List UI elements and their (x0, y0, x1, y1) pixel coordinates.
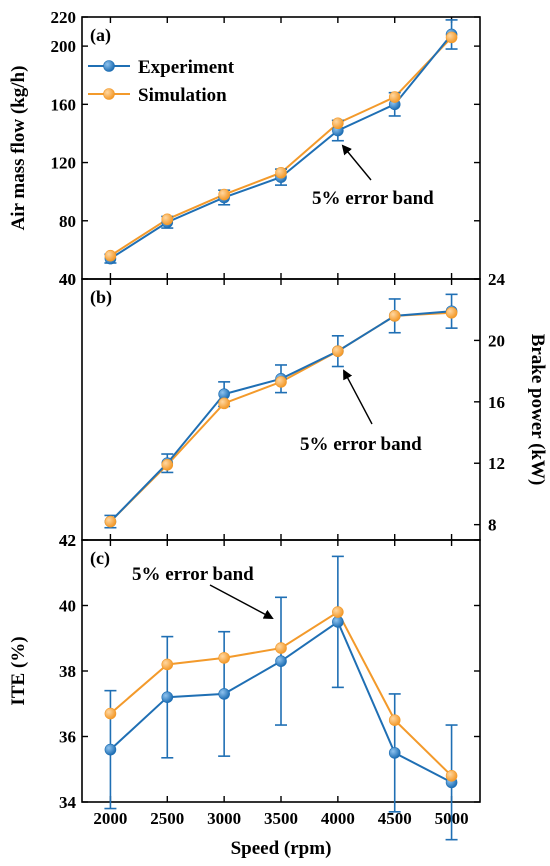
x-tick-label: 2500 (150, 809, 184, 828)
y-tick-label: 36 (59, 728, 76, 747)
simulation-point (388, 310, 401, 322)
y-tick-label: 8 (488, 516, 497, 535)
simulation-point (445, 306, 458, 319)
simulation-point (275, 166, 287, 179)
panel-label: (b) (90, 287, 112, 308)
y-tick-label: 80 (59, 212, 76, 231)
simulation-point (104, 707, 117, 720)
x-tick-label: 4000 (321, 809, 355, 828)
y-tick-label: 24 (488, 270, 506, 289)
annotation-arrow (343, 369, 373, 425)
experiment-line (109, 310, 452, 523)
experiment-point (275, 655, 287, 667)
x-tick-label: 2000 (93, 809, 127, 828)
experiment-legend-marker (103, 60, 115, 72)
simulation-point (388, 91, 401, 103)
x-axis-label: Speed (rpm) (231, 838, 332, 859)
simulation-point (275, 376, 287, 388)
x-tick-label: 4500 (378, 809, 412, 828)
y-axis-label: ITE (%) (8, 636, 29, 705)
simulation-point (218, 397, 230, 410)
x-tick-label: 3000 (207, 809, 241, 828)
annotation-text: 5% error band (300, 434, 422, 455)
simulation-legend-marker (103, 88, 115, 100)
y-tick-label: 200 (51, 37, 77, 56)
simulation-point (104, 249, 117, 262)
x-tick-label: 3500 (264, 809, 298, 828)
y-tick-label: 12 (488, 454, 505, 473)
simulation-point (445, 31, 458, 44)
y-tick-label: 16 (488, 393, 505, 412)
simulation-point (161, 458, 174, 471)
experiment-point (104, 743, 117, 756)
annotation-text: 5% error band (132, 564, 254, 585)
experiment-point (218, 688, 230, 700)
simulation-point (218, 652, 230, 664)
plot-frame (81, 278, 481, 541)
y-tick-label: 20 (488, 331, 505, 350)
legend: Experiment Simulation (88, 57, 235, 106)
panel-b: 8 12 16 20 24 (b) Brake power (kW) 40 42 5% error… (59, 270, 548, 550)
y-tick-label: 40 (59, 597, 76, 616)
annotation-arrow (209, 584, 274, 619)
simulation-legend-label: Simulation (138, 85, 227, 106)
y-tick-label: 42 (59, 531, 76, 550)
simulation-point (161, 658, 174, 671)
simulation-point (332, 345, 344, 357)
right-y-axis-label: Brake power (kW) (527, 334, 548, 486)
panel-label: (a) (90, 25, 111, 46)
left-tick-label: 40 (59, 270, 76, 289)
simulation-point (161, 213, 174, 226)
y-axis-label: Air mass flow (kg/h) (8, 66, 29, 231)
y-tick-label: 220 (51, 8, 77, 27)
simulation-point (332, 606, 344, 618)
experiment-point (332, 616, 344, 628)
panel-c: 2000 2500 3000 3500 4000 4500 50003436384042(c… (8, 531, 481, 841)
experiment-point (388, 747, 401, 759)
annotation-text: 5% error band (312, 188, 434, 209)
panels: 40 80 120 160 200 220 (a) Air mass flow (kg/h) 5… (8, 8, 548, 841)
simulation-line (109, 311, 452, 523)
panel-label: (c) (90, 548, 110, 569)
simulation-point (275, 642, 287, 654)
simulation-point (218, 188, 230, 201)
simulation-point (445, 769, 458, 782)
y-tick-label: 160 (51, 95, 77, 114)
simulation-point (332, 117, 344, 130)
experiment-legend-label: Experiment (138, 57, 235, 78)
simulation-point (104, 515, 117, 528)
y-tick-label: 120 (51, 154, 77, 173)
y-tick-label: 34 (59, 793, 77, 812)
experiment-point (161, 691, 174, 704)
y-tick-label: 38 (59, 662, 76, 681)
panel-a: 40 80 120 160 200 220 (a) Air mass flow (kg/h) 5… (8, 8, 481, 289)
left-tick-label: 42 (59, 531, 76, 550)
y-tick-label: 40 (59, 270, 76, 289)
simulation-point (388, 714, 401, 726)
annotation-arrow (341, 144, 372, 181)
